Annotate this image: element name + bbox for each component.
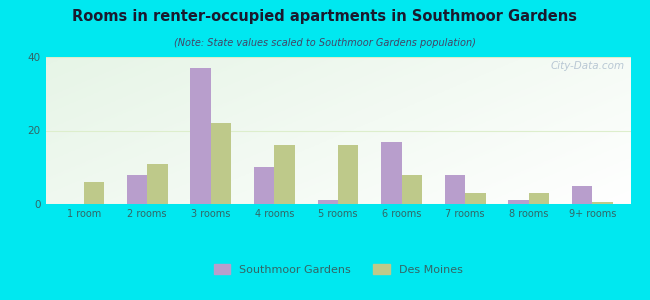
Bar xyxy=(382,142,402,204)
Bar xyxy=(338,145,358,204)
Bar xyxy=(402,175,422,204)
Bar xyxy=(84,182,104,204)
Bar xyxy=(318,200,338,204)
Bar xyxy=(592,202,613,204)
Bar xyxy=(572,186,592,204)
Bar xyxy=(190,68,211,204)
Bar xyxy=(148,164,168,204)
Bar xyxy=(445,175,465,204)
Text: Rooms in renter-occupied apartments in Southmoor Gardens: Rooms in renter-occupied apartments in S… xyxy=(73,9,577,24)
Legend: Southmoor Gardens, Des Moines: Southmoor Gardens, Des Moines xyxy=(213,264,463,275)
Bar xyxy=(127,175,148,204)
Text: City-Data.com: City-Data.com xyxy=(551,61,625,71)
Text: (Note: State values scaled to Southmoor Gardens population): (Note: State values scaled to Southmoor … xyxy=(174,38,476,47)
Bar xyxy=(211,123,231,204)
Bar xyxy=(274,145,294,204)
Bar xyxy=(528,193,549,204)
Bar xyxy=(508,200,528,204)
Bar xyxy=(465,193,486,204)
Bar xyxy=(254,167,274,204)
